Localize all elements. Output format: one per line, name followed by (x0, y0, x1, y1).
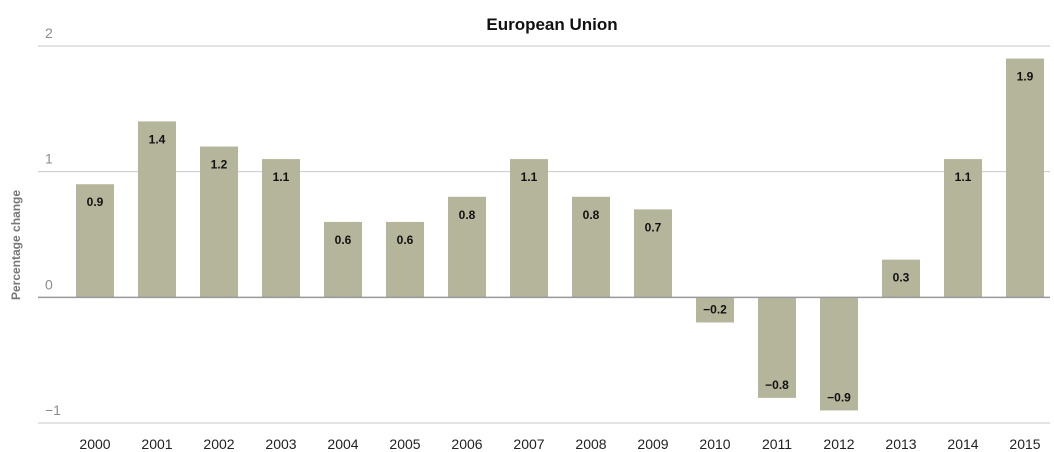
bar-2003 (262, 159, 300, 298)
bar-2010 (696, 297, 734, 323)
bar-2000 (76, 184, 114, 298)
x-tick-label-2002: 2002 (203, 436, 234, 452)
x-tick-label-2012: 2012 (823, 436, 854, 452)
x-tick-label-2011: 2011 (762, 436, 792, 452)
bar-2014 (944, 159, 982, 298)
y-tick-label: 2 (45, 25, 53, 41)
y-tick-label: 1 (45, 151, 53, 167)
x-tick-label-2015: 2015 (1009, 436, 1040, 452)
bar-2013 (882, 259, 920, 298)
bar-2006 (448, 196, 486, 298)
x-tick-label-2010: 2010 (699, 436, 730, 452)
y-tick-label: −1 (45, 402, 61, 418)
bar-2015 (1006, 58, 1044, 298)
data-label-2009: 0.7 (645, 220, 662, 234)
data-label-2012: −0.9 (827, 390, 851, 404)
data-labels: 0.9 1.4 1.2 1.1 0.6 0.6 0.8 1.1 0.8 0.7 −0.2 −0.8 −0… (87, 70, 1034, 405)
bar-2008 (572, 196, 610, 298)
x-tick-labels: 2000 2001 2002 2003 2004 2005 2006 2007 2008 2009… (79, 436, 1040, 452)
data-label-2014: 1.1 (955, 170, 972, 184)
data-label-2001: 1.4 (149, 132, 166, 146)
data-label-2008: 0.8 (583, 208, 600, 222)
data-label-2006: 0.8 (459, 208, 476, 222)
bar-2011 (758, 297, 796, 398)
x-tick-label-2007: 2007 (513, 436, 544, 452)
x-tick-label-2001: 2001 (141, 436, 172, 452)
x-tick-label-2009: 2009 (637, 436, 668, 452)
x-tick-label-2013: 2013 (885, 436, 916, 452)
bar-2005 (386, 221, 424, 298)
bars (76, 58, 1044, 411)
x-tick-label-2014: 2014 (947, 436, 978, 452)
y-axis-label: Percentage change (9, 190, 23, 300)
data-label-2003: 1.1 (273, 170, 290, 184)
x-tick-label-2000: 2000 (79, 436, 110, 452)
x-tick-label-2005: 2005 (389, 436, 420, 452)
y-tick-label: 0 (45, 276, 53, 292)
bar-2001 (138, 121, 176, 298)
x-tick-label-2008: 2008 (575, 436, 606, 452)
bar-2002 (200, 146, 238, 298)
data-label-2015: 1.9 (1017, 70, 1034, 84)
x-tick-label-2004: 2004 (327, 436, 358, 452)
chart-title: European Union (486, 15, 617, 34)
data-label-2004: 0.6 (335, 233, 352, 247)
data-label-2010: −0.2 (703, 302, 727, 316)
bar-2009 (634, 209, 672, 298)
data-label-2005: 0.6 (397, 233, 414, 247)
y-tick-labels: 2 1 0 −1 (45, 25, 61, 418)
data-label-2011: −0.8 (765, 378, 789, 392)
bar-2012 (820, 297, 858, 411)
data-label-2002: 1.2 (211, 158, 228, 172)
x-tick-label-2006: 2006 (451, 436, 482, 452)
x-tick-label-2003: 2003 (265, 436, 296, 452)
bar-2004 (324, 221, 362, 298)
data-label-2013: 0.3 (893, 271, 910, 285)
data-label-2007: 1.1 (521, 170, 538, 184)
bar-2007 (510, 159, 548, 298)
data-label-2000: 0.9 (87, 195, 104, 209)
